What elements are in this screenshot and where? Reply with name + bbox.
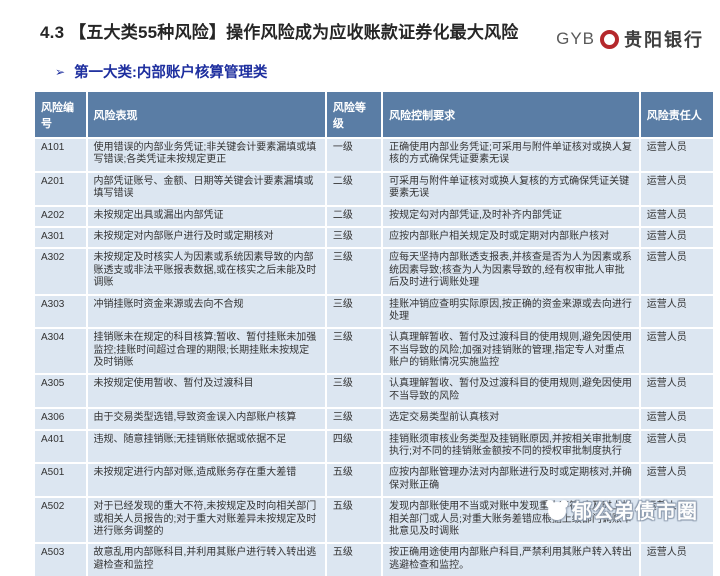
bank-logo-abbr: GYB [556,29,595,48]
control-cell: 认真理解暂收、暂付及过渡科目的使用规则,避免因使用不当导致的风险 [382,374,641,410]
manifestation-cell: 内部凭证账号、金额、日期等关键会计要素漏填或填写错误 [86,171,327,207]
owner-cell: 运营人员 [639,226,713,250]
table-row: A503 故意乱用内部账科目,并利用其账户进行转入转出逃避检查和监控 五级 按正确用途… [35,543,713,576]
table-row: A304 挂销账未在规定的科目核算;暂收、暂付挂账未加强监控;挂账时间超过合理的期… [35,328,713,376]
level-cell: 三级 [325,294,384,330]
risk-id-cell: A305 [35,374,88,410]
risk-id-cell: A501 [35,463,88,499]
manifestation-cell: 故意乱用内部账科目,并利用其账户进行转入转出逃避检查和监控 [86,543,327,576]
table-row: A502 对于已经发现的重大不符,未按规定及时向相关部门或相关人员报告的;对于重大… [35,497,713,545]
level-cell: 五级 [325,497,384,545]
owner-cell: 运营人员 [639,138,713,173]
manifestation-cell: 未按规定对内部账户进行及时或定期核对 [86,226,327,250]
slide: 4.3 【五大类55种风险】操作风险成为应收账款证券化最大风险 GYB 贵阳银行… [35,23,713,576]
level-cell: 三级 [325,374,384,410]
manifestation-cell: 未按规定进行内部对账,造成账务存在重大差错 [86,463,327,499]
control-cell: 应按内部账管理办法对内部账进行及时或定期核对,并确保对账正确 [382,463,641,499]
owner-cell: 运营人员 [639,328,713,376]
manifestation-cell: 挂销账未在规定的科目核算;暂收、暂付挂账未加强监控;挂账时间超过合理的期限;长期… [86,328,327,376]
risk-id-cell: A302 [35,248,88,296]
table-row: A306 由于交易类型选错,导致资金误入内部账户核算 三级 选定交易类型前认真核对 运营… [35,408,713,431]
owner-cell: 运营人员 [639,408,713,431]
risk-id-cell: A503 [35,543,88,576]
table-row: A305 未按规定使用暂收、暂付及过渡科目 三级 认真理解暂收、暂付及过渡科目的使用规… [35,374,713,410]
table-row: A303 冲销挂账时资金来源或去向不合规 三级 挂账冲销应查明实际原因,按正确的资金来… [35,294,713,330]
owner-cell: 运营人员 [639,374,713,410]
level-cell: 三级 [325,408,384,431]
bank-logo: GYB 贵阳银行 [556,26,704,52]
control-cell: 选定交易类型前认真核对 [382,408,641,431]
owner-cell: 运营人员 [639,294,713,330]
risk-id-cell: A101 [35,138,88,173]
risk-id-cell: A306 [35,408,88,431]
column-header-0: 风险编号 [35,92,88,139]
column-header-3: 风险控制要求 [382,92,641,139]
risk-id-cell: A201 [35,171,88,207]
control-cell: 应按内部账户相关规定及时或定期对内部账户核对 [382,226,641,250]
table-row: A201 内部凭证账号、金额、日期等关键会计要素漏填或填写错误 二级 可采用与附件单证… [35,171,713,207]
owner-cell: 运营人员 [639,248,713,296]
table-row: A401 违规、随意挂销账;无挂销账依据或依据不足 四级 挂销账须审核业务类型及挂销账… [35,429,713,465]
control-cell: 按规定勾对内部凭证,及时补齐内部凭证 [382,205,641,228]
table-header-row: 风险编号 风险表现 风险等级 风险控制要求 风险责任人 [35,92,713,139]
control-cell: 可采用与附件单证核对或换人复核的方式确保凭证关键要素无误 [382,171,641,207]
table-row: A101 使用错误的内部业务凭证;非关键会计要素漏填或填写错误;各类凭证未按规定更… [35,138,713,173]
column-header-4: 风险责任人 [639,92,713,139]
level-cell: 三级 [325,226,384,250]
owner-cell: 运营人员 [639,463,713,499]
owner-cell: 运营人员 [639,429,713,465]
risk-table: 风险编号 风险表现 风险等级 风险控制要求 风险责任人 A101 使用错误的内部业务凭证;… [35,92,713,576]
level-cell: 一级 [325,138,384,173]
risk-id-cell: A502 [35,497,88,545]
table-row: A202 未按规定出具或漏出内部凭证 二级 按规定勾对内部凭证,及时补齐内部凭证 运营人… [35,205,713,228]
manifestation-cell: 对于已经发现的重大不符,未按规定及时向相关部门或相关人员报告的;对于重大对账差异… [86,497,327,545]
owner-cell: 运营人员 [639,497,713,545]
column-header-1: 风险表现 [86,92,327,139]
level-cell: 五级 [325,543,384,576]
control-cell: 应每天坚持内部账透支报表,并核查是否为人为因素或系统因素导致;核查为人为因素导致… [382,248,641,296]
level-cell: 四级 [325,429,384,465]
level-cell: 二级 [325,205,384,228]
table-row: A501 未按规定进行内部对账,造成账务存在重大差错 五级 应按内部账管理办法对内部账… [35,463,713,499]
level-cell: 五级 [325,463,384,499]
owner-cell: 运营人员 [639,171,713,207]
bank-logo-name: 贵阳银行 [624,30,704,50]
risk-id-cell: A303 [35,294,88,330]
risk-id-cell: A304 [35,328,88,376]
column-header-2: 风险等级 [325,92,384,139]
manifestation-cell: 使用错误的内部业务凭证;非关键会计要素漏填或填写错误;各类凭证未按规定更正 [86,138,327,173]
manifestation-cell: 未按规定及时核实人为因素或系统因素导致的内部账透支或非法平账报表数据,或在核实之… [86,248,327,296]
risk-id-cell: A401 [35,429,88,465]
owner-cell: 运营人员 [639,205,713,228]
section-subtitle: ➢ 第一大类:内部账户核算管理类 [55,61,267,82]
section-subtitle-label: 第一大类:内部账户核算管理类 [74,65,268,81]
risk-id-cell: A301 [35,226,88,250]
level-cell: 三级 [325,328,384,376]
risk-id-cell: A202 [35,205,88,228]
manifestation-cell: 违规、随意挂销账;无挂销账依据或依据不足 [86,429,327,465]
level-cell: 三级 [325,248,384,296]
control-cell: 挂账冲销应查明实际原因,按正确的资金来源或去向进行处理 [382,294,641,330]
coin-ring-icon [600,29,619,49]
page-title: 4.3 【五大类55种风险】操作风险成为应收账款证券化最大风险 [40,23,519,42]
manifestation-cell: 冲销挂账时资金来源或去向不合规 [86,294,327,330]
control-cell: 认真理解暂收、暂付及过渡科目的使用规则,避免因使用不当导致的风险;加强对挂销账的… [382,328,641,376]
arrow-bullet-icon: ➢ [55,64,66,79]
manifestation-cell: 由于交易类型选错,导致资金误入内部账户核算 [86,408,327,431]
control-cell: 发现内部账使用不当或对账中发现重大不符,应及时上报相关部门或人员;对重大账务差错… [382,497,641,545]
level-cell: 二级 [325,171,384,207]
table-row: A301 未按规定对内部账户进行及时或定期核对 三级 应按内部账户相关规定及时或定期对… [35,226,713,250]
control-cell: 按正确用途使用内部账户科目,严禁利用其账户转入转出逃避检查和监控。 [382,543,641,576]
manifestation-cell: 未按规定使用暂收、暂付及过渡科目 [86,374,327,410]
control-cell: 挂销账须审核业务类型及挂销账原因,并按相关审批制度执行;对不同的挂销账金额按不同… [382,429,641,465]
table-row: A302 未按规定及时核实人为因素或系统因素导致的内部账透支或非法平账报表数据,或… [35,248,713,296]
manifestation-cell: 未按规定出具或漏出内部凭证 [86,205,327,228]
control-cell: 正确使用内部业务凭证;可采用与附件单证核对或换人复核的方式确保凭证要素无误 [382,138,641,173]
owner-cell: 运营人员 [639,543,713,576]
